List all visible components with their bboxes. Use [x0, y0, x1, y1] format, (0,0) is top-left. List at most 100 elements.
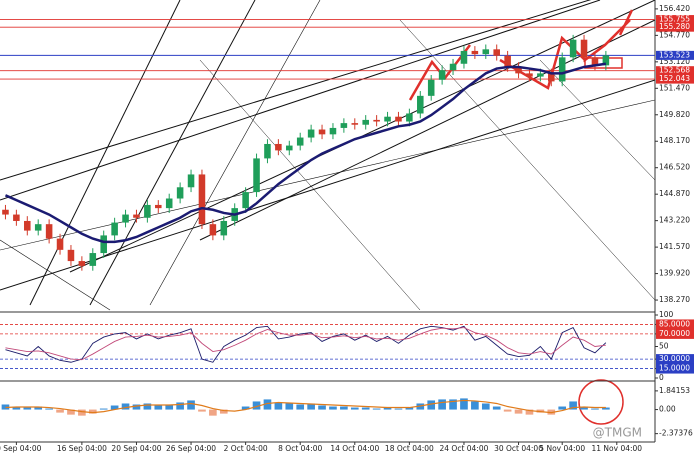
histogram-bar [591, 408, 599, 410]
histogram-bar [481, 403, 490, 410]
candle-body [45, 224, 53, 239]
x-tick-label: 18 Oct 04:00 [385, 444, 434, 453]
x-tick-label: 16 Sep 04:00 [57, 444, 107, 453]
histogram-bar [176, 402, 184, 410]
histogram-bar [285, 403, 294, 410]
candle-body [537, 73, 544, 77]
candle-body [591, 57, 599, 66]
candle-body [13, 214, 20, 221]
candle-body [286, 145, 293, 151]
trend-line [199, 19, 656, 241]
highlight-circle [578, 379, 624, 425]
y-tick-label: 149.820 [659, 110, 690, 119]
y-tick-label: 0 [659, 373, 664, 382]
y-tick-label: 146.520 [659, 163, 690, 172]
oscillator-line [5, 327, 606, 361]
histogram-bar [372, 408, 381, 410]
candle-body [89, 253, 97, 266]
histogram-bar [427, 400, 436, 410]
histogram-bar [514, 409, 523, 414]
y-tick-label: 144.870 [659, 189, 690, 198]
trend-line [149, 0, 321, 306]
histogram-bar [56, 409, 64, 413]
x-tick-label: 14 Oct 04:00 [330, 444, 379, 453]
y-tick-label: 100 [659, 310, 674, 319]
candle-body [373, 119, 380, 122]
x-tick-label: 26 Sep 04:00 [166, 444, 216, 453]
candle-body [155, 204, 162, 209]
candle-body [558, 57, 566, 82]
histogram-bar [471, 401, 479, 410]
histogram-bar [492, 406, 501, 410]
trend-line [29, 0, 181, 306]
price-tag [656, 74, 694, 84]
candle-body [406, 113, 413, 122]
histogram-bar [252, 401, 261, 410]
histogram-bar [350, 407, 359, 410]
candle-body [209, 224, 217, 236]
x-tick-label: 10 Sep 04:00 [0, 444, 42, 453]
candle-body [351, 123, 359, 125]
candle-body [198, 174, 206, 225]
histogram-bar [558, 406, 567, 410]
arrow [618, 9, 634, 36]
level-tag [656, 319, 694, 330]
candle-body [34, 224, 42, 231]
histogram-bar [143, 403, 152, 410]
candle-body [133, 214, 140, 218]
histogram-bar [525, 409, 534, 415]
candle-body [438, 70, 446, 80]
candle-body [122, 214, 129, 223]
candle-body [482, 49, 490, 55]
candle-body [144, 204, 151, 218]
candle-body [417, 95, 424, 114]
x-tick-label: 20 Sep 04:00 [111, 444, 161, 453]
candle-body [165, 198, 173, 209]
moving-average [4, 62, 607, 244]
y-tick-label: 143.220 [659, 216, 690, 225]
candle-body [318, 129, 326, 135]
histogram-bar [274, 402, 283, 410]
candle-body [526, 73, 533, 77]
histogram-bar [187, 400, 195, 410]
y-tick-label: 153.120 [659, 57, 690, 66]
histogram-bar [329, 406, 337, 410]
candle-body [329, 127, 337, 135]
watermark: @TMGM [593, 426, 642, 440]
histogram-bar [165, 404, 174, 410]
candle-body [24, 220, 31, 231]
y-tick-label: 148.170 [659, 136, 690, 145]
histogram-bar [318, 405, 326, 410]
y-tick-label: 156.420 [659, 4, 690, 13]
candle-body [176, 187, 184, 199]
histogram-bar [78, 409, 86, 416]
histogram-bar [383, 407, 392, 410]
histogram-bar [602, 407, 610, 410]
histogram-bar [132, 404, 141, 410]
histogram-bar [241, 406, 250, 410]
histogram-bar [405, 407, 414, 410]
histogram-bar [569, 401, 577, 410]
x-tick-label: 8 Oct 04:00 [278, 444, 322, 453]
trend-line [199, 59, 421, 311]
x-tick-label: 11 Nov 04:00 [592, 444, 643, 453]
candle-body [493, 49, 500, 56]
histogram-bar [121, 403, 130, 410]
y-tick-label: 85.0000 [659, 319, 690, 328]
trend-line [0, 239, 111, 311]
candle-body [187, 174, 195, 188]
candle-body [504, 55, 511, 67]
price-tag [656, 50, 694, 60]
price-tag [656, 22, 694, 32]
y-tick-label: 139.920 [659, 269, 690, 278]
price-tag-label: 153.523 [659, 50, 690, 59]
candle-body [111, 222, 118, 236]
arrow [408, 44, 471, 101]
trend-line [89, 0, 256, 306]
y-tick-label: 30.0000 [659, 354, 690, 363]
candle-body [548, 73, 555, 82]
candle-body [100, 235, 107, 254]
candle-body [362, 119, 369, 125]
price-tag-label: 155.280 [659, 22, 690, 31]
